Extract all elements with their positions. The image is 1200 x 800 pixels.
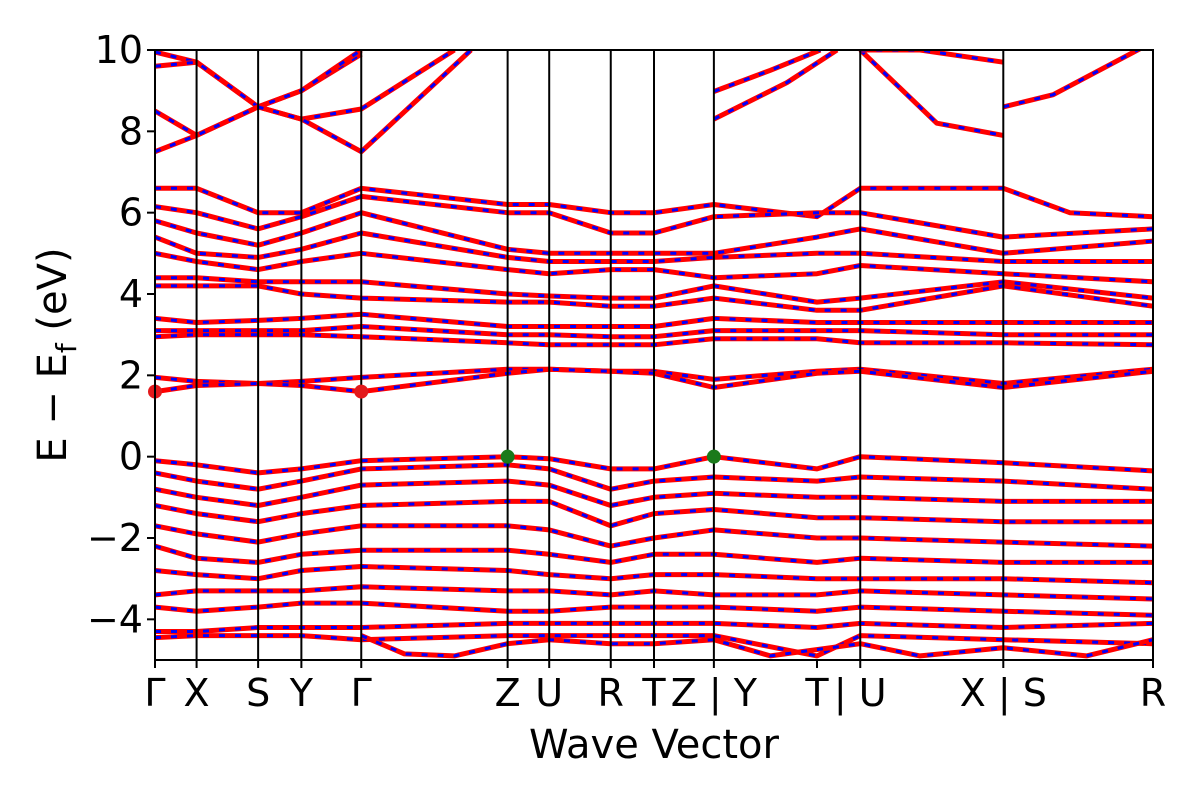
- y-tick-label: 0: [119, 435, 143, 479]
- band-line-up: [360, 633, 1153, 659]
- y-axis-label-main: E − E: [30, 353, 76, 463]
- kpoint-label: Γ: [144, 671, 165, 715]
- band-edge-marker: [706, 449, 721, 464]
- band-line-up: [155, 275, 1153, 305]
- band-line-up: [858, 50, 1004, 138]
- kpoint-label: X | S: [960, 671, 1047, 716]
- band-line-down: [155, 231, 1153, 263]
- y-tick-label: −2: [87, 516, 143, 560]
- y-tick-label: 10: [95, 28, 143, 72]
- x-axis-label: Wave Vector: [529, 722, 780, 768]
- kpoint-label: | U: [834, 671, 887, 716]
- y-tick-label: 2: [119, 353, 143, 397]
- band-line-down: [860, 50, 1004, 64]
- kpoint-label: X: [184, 671, 210, 715]
- y-tick-label: 4: [119, 272, 143, 316]
- band-line-up: [155, 366, 1153, 395]
- band-line-down: [155, 499, 1153, 528]
- kpoint-label: Γ: [351, 671, 372, 715]
- kpoint-label: R: [1140, 671, 1166, 715]
- band-line-down: [155, 544, 1153, 564]
- band-line-up: [860, 50, 1004, 65]
- band-edge-marker: [354, 384, 369, 399]
- band-line-up: [155, 454, 1153, 476]
- y-tick-label: −4: [87, 597, 143, 641]
- band-line-up: [155, 283, 1153, 313]
- y-tick-label: 6: [119, 191, 143, 235]
- band-line-up: [155, 324, 1153, 340]
- kpoint-label: S: [246, 671, 270, 715]
- band-line-down: [155, 463, 1153, 491]
- band-line-up: [155, 584, 1153, 602]
- kpoint-label: Y: [289, 671, 314, 715]
- y-axis-label-unit: (eV): [30, 247, 76, 343]
- band-edge-marker: [500, 449, 515, 464]
- band-line-up: [155, 620, 1153, 634]
- band-line-down: [155, 211, 1153, 255]
- band-line-down: [155, 50, 473, 154]
- band-line-down: [713, 50, 838, 121]
- band-line-up: [1002, 50, 1144, 110]
- band-line-up: [155, 600, 1153, 618]
- kpoint-label: U: [535, 671, 563, 715]
- band-line-down: [155, 194, 1153, 239]
- band-line-down: [1002, 50, 1141, 109]
- band-line-up: [155, 250, 1153, 285]
- band-edge-markers: [148, 384, 721, 464]
- band-line-up: [155, 311, 1153, 329]
- band-line-down: [155, 524, 1153, 548]
- y-axis-ticks: −4 −2 0 2 4 6 8 10: [87, 28, 155, 641]
- y-axis-label-sub: f: [50, 342, 83, 353]
- band-line-down: [713, 50, 821, 93]
- kpoint-label: T: [804, 671, 829, 715]
- kpoint-label: Z: [495, 671, 521, 715]
- band-line-down: [859, 50, 1004, 137]
- band-line-down: [155, 50, 456, 121]
- y-tick-label: 8: [119, 109, 143, 153]
- band-line-up: [155, 564, 1153, 586]
- kpoint-label: T: [641, 671, 666, 715]
- band-line-down: [155, 634, 1153, 658]
- kpoint-label: Z | Y: [671, 671, 758, 716]
- band-line-up: [155, 332, 1153, 348]
- band-line-down: [155, 479, 1153, 508]
- kpoint-label: R: [598, 671, 624, 715]
- y-axis-label: E − Ef (eV): [30, 247, 83, 462]
